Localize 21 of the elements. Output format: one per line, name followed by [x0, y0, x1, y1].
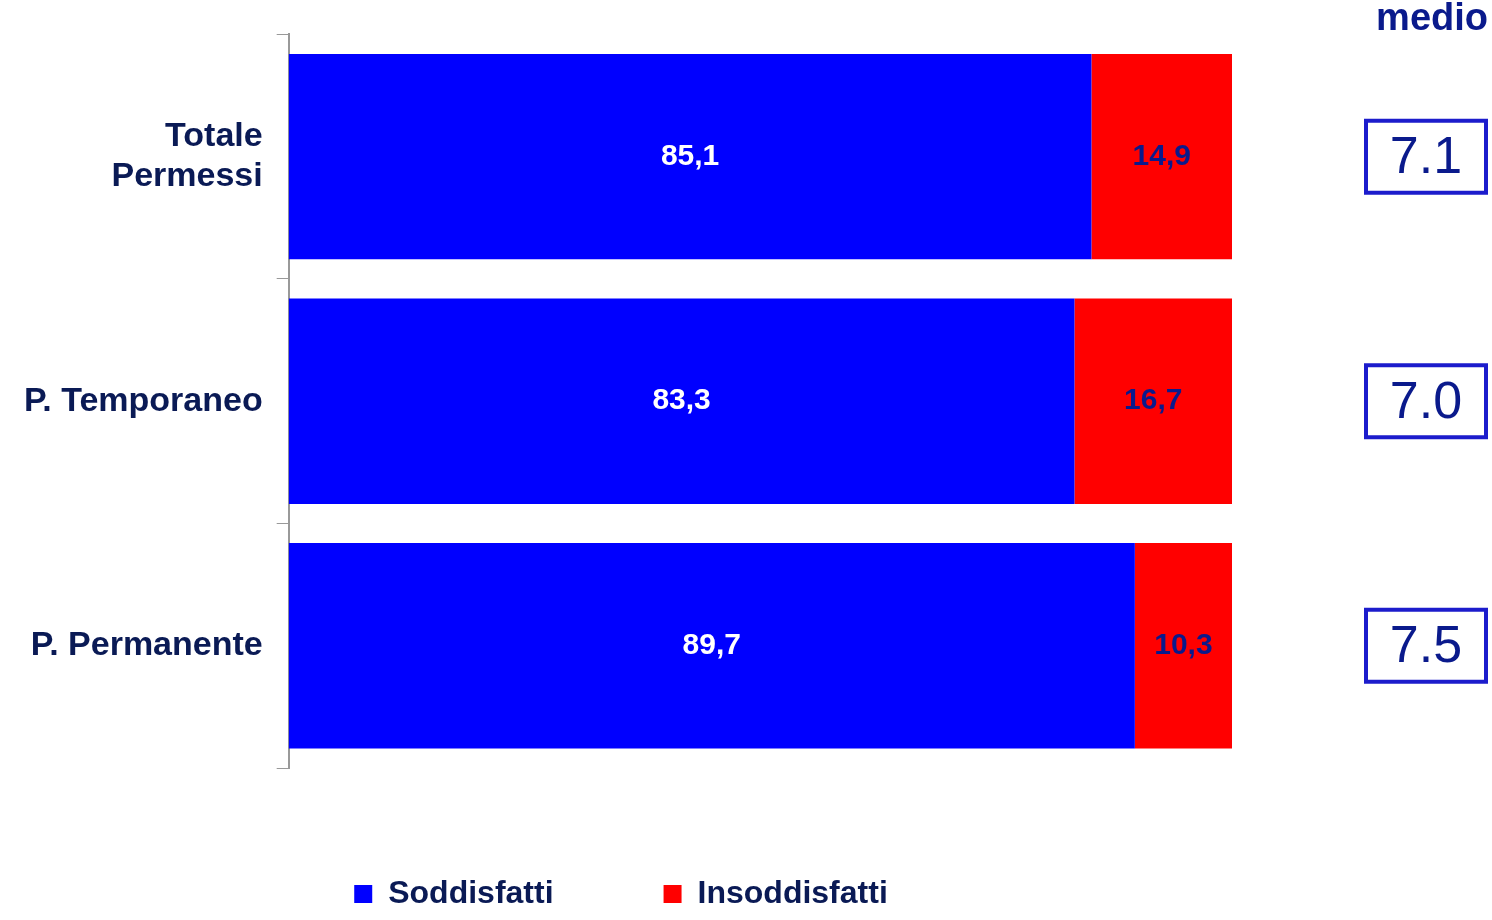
bar [1134, 543, 1232, 749]
text: medio [1376, 0, 1488, 39]
data-label: 89,7 [682, 627, 741, 660]
text: 7.5 [1389, 615, 1463, 674]
legend-label: Soddisfatti [388, 873, 554, 910]
data-label: 10,3 [1154, 627, 1213, 660]
bar [1074, 298, 1232, 504]
y-tick-label: P. Permanente [30, 624, 263, 663]
data-label: 83,3 [652, 382, 711, 416]
bar [288, 543, 1135, 749]
y-tick-label: P. Temporaneo [23, 379, 263, 418]
data-label: 16,7 [1124, 382, 1183, 416]
text: 7.1 [1389, 126, 1463, 185]
data-label: 14,9 [1132, 137, 1191, 171]
legend-label: Insoddisfatti [697, 873, 888, 910]
bar [288, 53, 1092, 260]
data-label: 85,1 [660, 137, 720, 171]
y-tick-label: Totale Permessi [111, 114, 263, 194]
text: 7.0 [1389, 370, 1463, 429]
bar [1091, 53, 1232, 260]
bar [288, 298, 1075, 504]
